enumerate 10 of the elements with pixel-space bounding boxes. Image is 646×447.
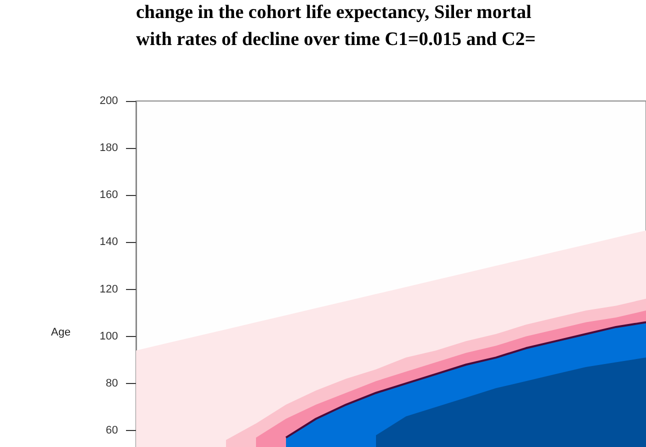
y-tick-label: 60 [106, 424, 118, 437]
y-tick-label: 180 [100, 142, 118, 154]
chart-title: change in the cohort life expectancy, Siler mortal with rates of decline over time C1=0.015 and C2= [136, 2, 536, 50]
y-tick-label: 120 [100, 283, 118, 296]
y-tick-label: 160 [100, 189, 118, 202]
y-tick-label: 200 [100, 95, 118, 107]
y-tick-label: 80 [106, 377, 118, 390]
y-tick-label: 100 [100, 330, 118, 342]
y-axis-title: Age [51, 326, 71, 338]
y-tick-label: 140 [100, 236, 118, 248]
